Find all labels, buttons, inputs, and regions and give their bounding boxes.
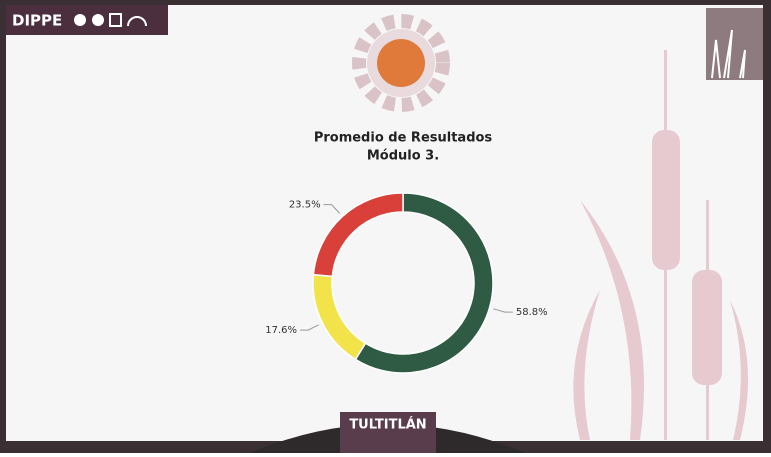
gauge-icon[interactable] bbox=[127, 16, 147, 27]
chart-title: Promedio de Resultados bbox=[314, 131, 493, 146]
leader-line bbox=[323, 204, 341, 214]
donut-slice bbox=[354, 192, 494, 374]
data-label: 58.8% bbox=[516, 307, 548, 318]
data-label: 23.5% bbox=[289, 200, 321, 211]
corner-image bbox=[706, 8, 763, 80]
leader-line bbox=[493, 308, 513, 313]
brand: DIPPE bbox=[12, 12, 62, 30]
leader-line bbox=[300, 324, 320, 331]
chart-subtitle: Módulo 3. bbox=[367, 149, 439, 164]
footer-brand: TULTITLÁN bbox=[349, 417, 426, 433]
settings-icon[interactable] bbox=[92, 14, 104, 26]
info-icon[interactable] bbox=[74, 14, 86, 26]
calendar-icon[interactable] bbox=[109, 13, 122, 27]
decoration bbox=[573, 50, 748, 440]
footer-badge bbox=[340, 412, 436, 453]
corner-image-grass bbox=[711, 29, 746, 79]
donut-chart: 58.8% 17.6% 23.5% bbox=[265, 192, 548, 374]
data-label: 17.6% bbox=[265, 325, 297, 336]
donut-slice bbox=[312, 192, 404, 278]
brand-badge bbox=[6, 5, 168, 35]
logo bbox=[352, 14, 450, 112]
